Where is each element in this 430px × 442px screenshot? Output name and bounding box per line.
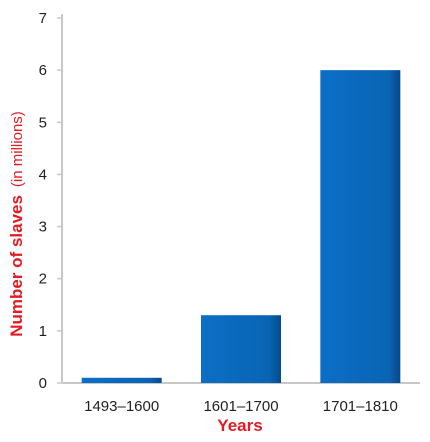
bar-3 <box>320 70 401 384</box>
y-tick-label: 1 <box>39 323 47 340</box>
y-tick-label: 7 <box>39 10 47 27</box>
y-tick-label: 6 <box>39 62 47 79</box>
y-tick-label: 2 <box>39 271 47 288</box>
bar-2 <box>201 315 281 383</box>
y-axis-ticks: 0 1 2 3 4 5 6 7 <box>39 10 62 392</box>
bars <box>81 70 401 384</box>
y-tick-label: 3 <box>39 219 47 236</box>
bar-1 <box>81 377 162 383</box>
x-tick-label: 1701–1810 <box>323 398 398 415</box>
x-tick-label: 1601–1700 <box>203 398 278 415</box>
y-axis-label-unit: (in millions) <box>9 111 26 187</box>
y-axis-label: Number of slaves (in millions) <box>7 111 26 337</box>
x-axis-ticks: 1493–1600 1601–1700 1701–1810 <box>84 398 398 415</box>
x-axis-label: Years <box>217 416 262 435</box>
y-tick-label: 5 <box>39 114 47 131</box>
x-tick-label: 1493–1600 <box>84 398 159 415</box>
y-axis-label-main: Number of slaves <box>7 195 26 337</box>
y-tick-label: 4 <box>39 166 47 183</box>
y-tick-label: 0 <box>39 375 47 392</box>
